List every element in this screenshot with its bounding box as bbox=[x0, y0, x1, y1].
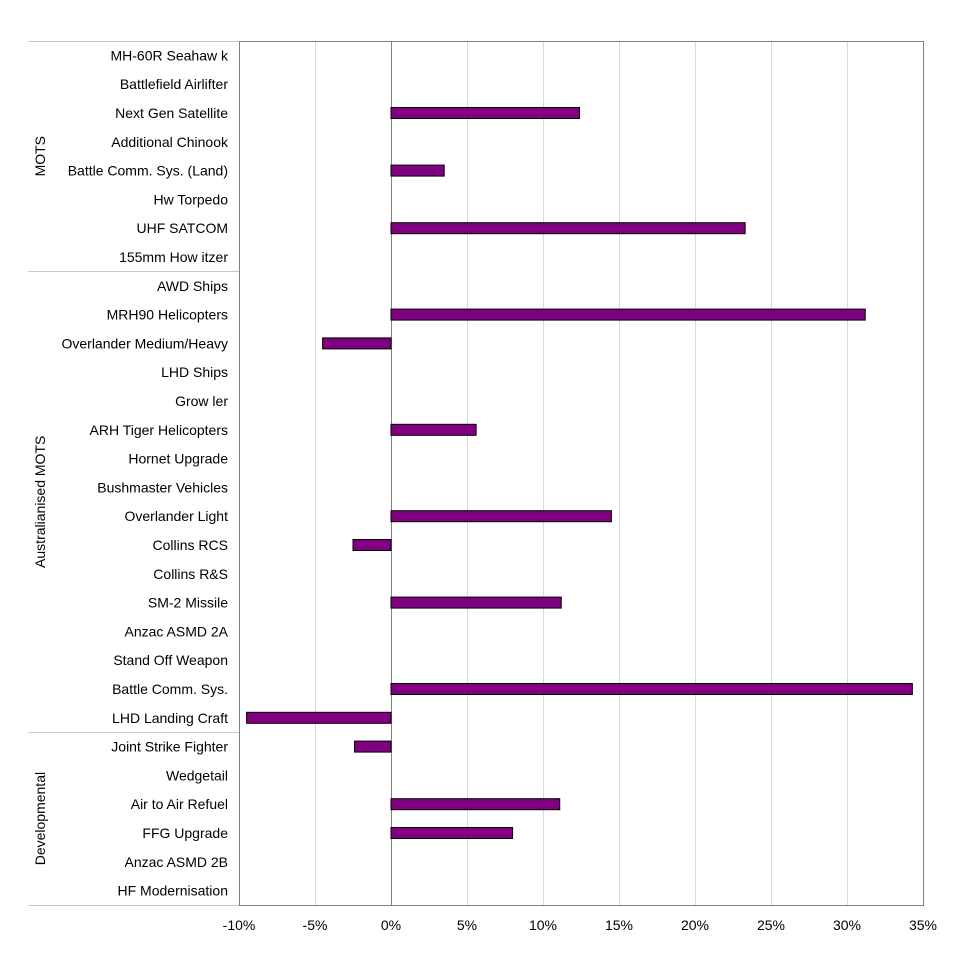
category-label: HF Modernisation bbox=[118, 883, 229, 899]
x-tick-label: 30% bbox=[833, 917, 861, 933]
category-label: Joint Strike Fighter bbox=[111, 739, 228, 755]
category-label: Additional Chinook bbox=[111, 134, 229, 150]
x-tick-label: 35% bbox=[909, 917, 937, 933]
category-label: Stand Off Weapon bbox=[113, 652, 228, 668]
category-label: Battle Comm. Sys. bbox=[112, 681, 228, 697]
x-tick-label: -5% bbox=[303, 917, 328, 933]
bar bbox=[246, 711, 392, 724]
category-label: Anzac ASMD 2A bbox=[125, 623, 229, 639]
plot-border bbox=[239, 41, 924, 906]
category-label: Bushmaster Vehicles bbox=[97, 479, 228, 495]
category-label: Next Gen Satellite bbox=[115, 105, 228, 121]
category-label: AWD Ships bbox=[157, 278, 228, 294]
bar bbox=[322, 337, 392, 350]
category-label: Overlander Medium/Heavy bbox=[61, 335, 228, 351]
category-label: LHD Landing Craft bbox=[112, 710, 228, 726]
category-label: Hornet Upgrade bbox=[128, 451, 228, 467]
bar bbox=[390, 798, 561, 811]
x-tick-label: 10% bbox=[529, 917, 557, 933]
category-label: UHF SATCOM bbox=[136, 220, 228, 236]
x-tick-label: -10% bbox=[223, 917, 256, 933]
group-label: Australianised MOTS bbox=[32, 436, 48, 568]
category-label: Collins R&S bbox=[153, 566, 228, 582]
x-tick-label: 0% bbox=[381, 917, 401, 933]
category-label: Overlander Light bbox=[124, 508, 228, 524]
x-tick-labels: -10% -5% 0% 5% 10% 15% 20% 25% 30% 35% bbox=[223, 917, 937, 933]
bar bbox=[390, 596, 562, 609]
bars bbox=[246, 107, 913, 839]
bar bbox=[390, 683, 913, 695]
bar bbox=[352, 539, 392, 551]
bar bbox=[390, 423, 477, 436]
bar bbox=[390, 107, 580, 119]
x-tick-label: 25% bbox=[757, 917, 785, 933]
category-label: Air to Air Refuel bbox=[131, 796, 228, 812]
group-labels: MOTS Australianised MOTS Developmental bbox=[28, 41, 239, 906]
x-tick-label: 20% bbox=[681, 917, 709, 933]
category-label: LHD Ships bbox=[161, 364, 228, 380]
bar bbox=[390, 222, 746, 235]
bar bbox=[354, 740, 392, 753]
category-label: MRH90 Helicopters bbox=[107, 307, 228, 323]
category-label: ARH Tiger Helicopters bbox=[90, 422, 229, 438]
category-label: Hw Torpedo bbox=[154, 191, 229, 207]
category-label: 155mm How itzer bbox=[119, 249, 228, 265]
category-label: Wedgetail bbox=[166, 767, 228, 783]
category-label: MH-60R Seahaw k bbox=[111, 47, 229, 63]
group-label: MOTS bbox=[32, 136, 48, 176]
category-label: Collins RCS bbox=[153, 537, 228, 553]
plot-frame bbox=[239, 41, 924, 906]
category-label: FFG Upgrade bbox=[142, 825, 228, 841]
grid-lines bbox=[315, 41, 848, 905]
x-tick-label: 5% bbox=[457, 917, 477, 933]
category-label: Battlefield Airlifter bbox=[120, 76, 228, 92]
category-label: Grow ler bbox=[175, 393, 228, 409]
category-label: Anzac ASMD 2B bbox=[125, 854, 229, 870]
group-label: Developmental bbox=[32, 772, 48, 865]
category-label: Battle Comm. Sys. (Land) bbox=[68, 163, 228, 179]
bar bbox=[390, 308, 866, 321]
bar bbox=[390, 164, 445, 177]
category-labels: MH-60R Seahaw k Battlefield Airlifter Next… bbox=[61, 47, 229, 898]
bar bbox=[390, 827, 514, 839]
x-tick-label: 15% bbox=[605, 917, 633, 933]
bar bbox=[390, 510, 612, 523]
category-label: SM-2 Missile bbox=[148, 595, 228, 611]
